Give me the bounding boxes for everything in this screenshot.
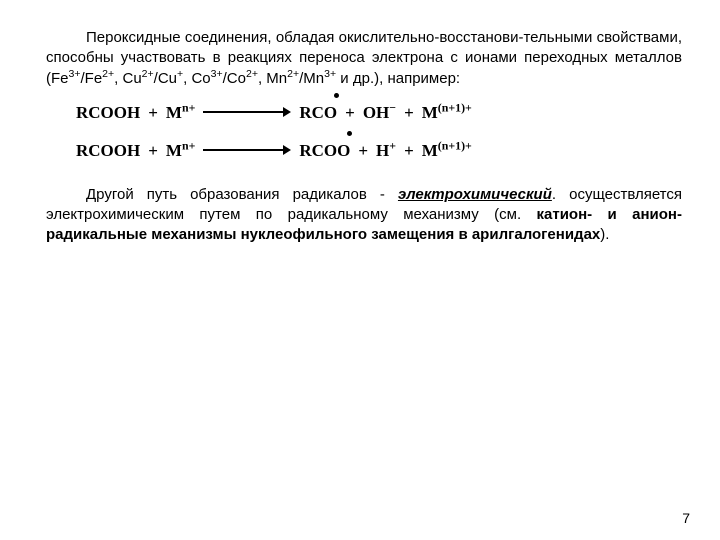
eq2-plus1: + xyxy=(148,141,158,161)
p1-t4: , Mn xyxy=(258,70,287,87)
eq1-d: OH− xyxy=(363,103,396,123)
eq2-plus3: + xyxy=(404,141,414,161)
p1-slash3: /Co xyxy=(223,70,246,87)
p1-cu2: 2+ xyxy=(142,68,154,80)
p1-fe3: 3+ xyxy=(69,68,81,80)
radical-dot-icon xyxy=(347,131,352,136)
eq2-d: H+ xyxy=(376,141,396,161)
eq1-b-base: M xyxy=(166,103,182,122)
p2-em: электрохимический xyxy=(398,186,552,203)
p1-t2: , Cu xyxy=(114,70,142,87)
eq1-b: Mn+ xyxy=(166,103,195,123)
p1-slash2: /Cu xyxy=(154,70,177,87)
p1-mn3: 3+ xyxy=(324,68,336,80)
radical-dot-icon xyxy=(334,93,339,98)
eq2-e: M(n+1)+ xyxy=(422,141,472,161)
eq1-b-sup: n+ xyxy=(182,100,195,114)
eq1-c-base: RCO xyxy=(299,103,337,122)
equation-block: RCOOH + Mn+ RCO + OH− + M(n+1)+ RCOOH + … xyxy=(76,103,682,161)
paragraph-2: Другой путь образования радикалов - элек… xyxy=(46,185,682,246)
eq2-e-base: M xyxy=(422,141,438,160)
paragraph-1: Пероксидные соединения, обладая окислите… xyxy=(46,28,682,89)
eq2-c-radical: RCOO xyxy=(299,141,350,161)
eq2-d-base: H xyxy=(376,141,389,160)
eq2-e-sup: (n+1)+ xyxy=(438,138,472,152)
p2-t3: ). xyxy=(600,226,609,243)
p1-t3: , Co xyxy=(183,70,211,87)
arrow-icon xyxy=(203,103,291,123)
eq2-b: Mn+ xyxy=(166,141,195,161)
p1-co2: 2+ xyxy=(246,68,258,80)
eq1-plus2: + xyxy=(345,103,355,123)
eq1-plus1: + xyxy=(148,103,158,123)
p1-t5: и др.), например: xyxy=(336,70,460,87)
p1-mn2: 2+ xyxy=(287,68,299,80)
page-number: 7 xyxy=(682,510,690,526)
p1-fe2: 2+ xyxy=(102,68,114,80)
eq2-b-base: M xyxy=(166,141,182,160)
eq1-plus3: + xyxy=(404,103,414,123)
eq1-a: RCOOH xyxy=(76,103,140,123)
eq2-d-sup: + xyxy=(389,138,396,152)
eq1-e-base: M xyxy=(422,103,438,122)
eq1-e: M(n+1)+ xyxy=(422,103,472,123)
page: Пероксидные соединения, обладая окислите… xyxy=(0,0,720,540)
eq2-a: RCOOH xyxy=(76,141,140,161)
p1-slash1: /Fe xyxy=(80,70,102,87)
eq1-d-base: OH xyxy=(363,103,389,122)
eq2-b-sup: n+ xyxy=(182,138,195,152)
equation-1: RCOOH + Mn+ RCO + OH− + M(n+1)+ xyxy=(76,103,682,123)
p2-t1: Другой путь образования радикалов - xyxy=(86,186,398,203)
eq1-e-sup: (n+1)+ xyxy=(438,100,472,114)
arrow-icon xyxy=(203,141,291,161)
equation-2: RCOOH + Mn+ RCOO + H+ + M(n+1)+ xyxy=(76,141,682,161)
eq1-d-sup: − xyxy=(389,100,396,114)
eq2-plus2: + xyxy=(358,141,368,161)
p1-slash4: /Mn xyxy=(299,70,324,87)
p1-co3: 3+ xyxy=(211,68,223,80)
eq1-c-radical: RCO xyxy=(299,103,337,123)
eq2-c-base: RCOO xyxy=(299,141,350,160)
